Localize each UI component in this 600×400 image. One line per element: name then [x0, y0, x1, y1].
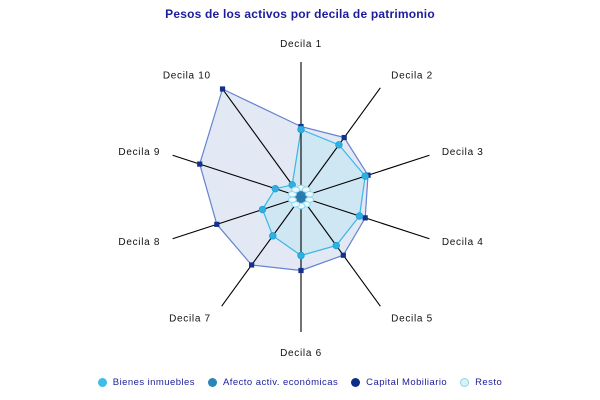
axis-label: Decila 4 — [442, 237, 484, 248]
radar-axis — [221, 196, 302, 307]
radar-axis — [300, 196, 381, 307]
legend-label: Afecto activ. económicas — [222, 377, 339, 388]
legend-item-capital-mobiliario: Capital Mobiliario — [351, 377, 447, 388]
radar-axis — [172, 196, 302, 240]
legend-item-resto: Resto — [460, 377, 502, 388]
data-marker-bienes-inmuebles — [361, 172, 369, 180]
legend-swatch-icon — [207, 378, 217, 387]
data-marker-resto — [287, 196, 297, 203]
radar-chart: Decila 1 Decila 2 Decila 3 Decila 4 Decila 5… — [118, 39, 484, 359]
axis-label: Decila 5 — [391, 313, 433, 324]
axis-label: Decila 3 — [442, 147, 484, 158]
legend-label: Resto — [475, 377, 503, 388]
axis-label: Decila 10 — [163, 71, 211, 82]
data-marker-bienes-inmuebles — [258, 205, 267, 214]
data-marker-afecto-activ-econ-micas — [295, 198, 301, 204]
axis-label: Decila 9 — [118, 147, 160, 158]
data-marker-capital-mobiliario — [249, 262, 255, 268]
data-marker-capital-mobiliario — [214, 221, 220, 227]
legend-swatch-icon — [97, 378, 107, 387]
data-marker-capital-mobiliario — [340, 252, 346, 258]
legend-label: Capital Mobiliario — [366, 377, 448, 388]
axis-label: Decila 1 — [280, 39, 322, 50]
legend-item-bienes-inmuebles: Bienes inmuebles — [97, 377, 195, 388]
chart-title: Pesos de los activos por decila de patri… — [165, 7, 435, 21]
data-marker-afecto-activ-econ-micas — [302, 193, 308, 199]
data-marker-capital-mobiliario — [197, 161, 203, 167]
data-marker-bienes-inmuebles — [297, 125, 305, 134]
data-marker-afecto-activ-econ-micas — [301, 198, 307, 204]
data-marker-afecto-activ-econ-micas — [298, 189, 304, 196]
chart-legend: Bienes inmuebles Afecto activ. económicas… — [0, 377, 600, 388]
data-marker-bienes-inmuebles — [355, 212, 364, 220]
data-marker-afecto-activ-econ-micas — [298, 198, 304, 205]
data-marker-bienes-inmuebles — [297, 251, 305, 260]
data-marker-capital-mobiliario — [298, 267, 304, 274]
axis-label: Decila 7 — [169, 313, 211, 324]
axis-label: Decila 6 — [280, 348, 322, 359]
data-marker-bienes-inmuebles — [335, 141, 343, 149]
data-marker-bienes-inmuebles — [271, 184, 280, 193]
data-marker-capital-mobiliario — [219, 86, 226, 92]
data-marker-capital-mobiliario — [341, 134, 347, 141]
axis-label: Decila 8 — [118, 237, 160, 248]
data-marker-resto — [305, 191, 315, 198]
data-marker-capital-mobiliario — [362, 215, 368, 221]
legend-swatch-icon — [351, 378, 361, 387]
data-marker-bienes-inmuebles — [269, 232, 277, 240]
data-marker-resto — [291, 186, 301, 193]
axis-label: Decila 2 — [391, 71, 433, 82]
legend-label: Bienes inmuebles — [112, 377, 195, 388]
legend-item-afecto-activ-econ-micas: Afecto activ. económicas — [207, 377, 339, 388]
radar-axis — [172, 154, 302, 198]
legend-swatch-icon — [460, 378, 470, 387]
radar-axis — [221, 87, 302, 198]
data-marker-bienes-inmuebles — [332, 241, 340, 250]
